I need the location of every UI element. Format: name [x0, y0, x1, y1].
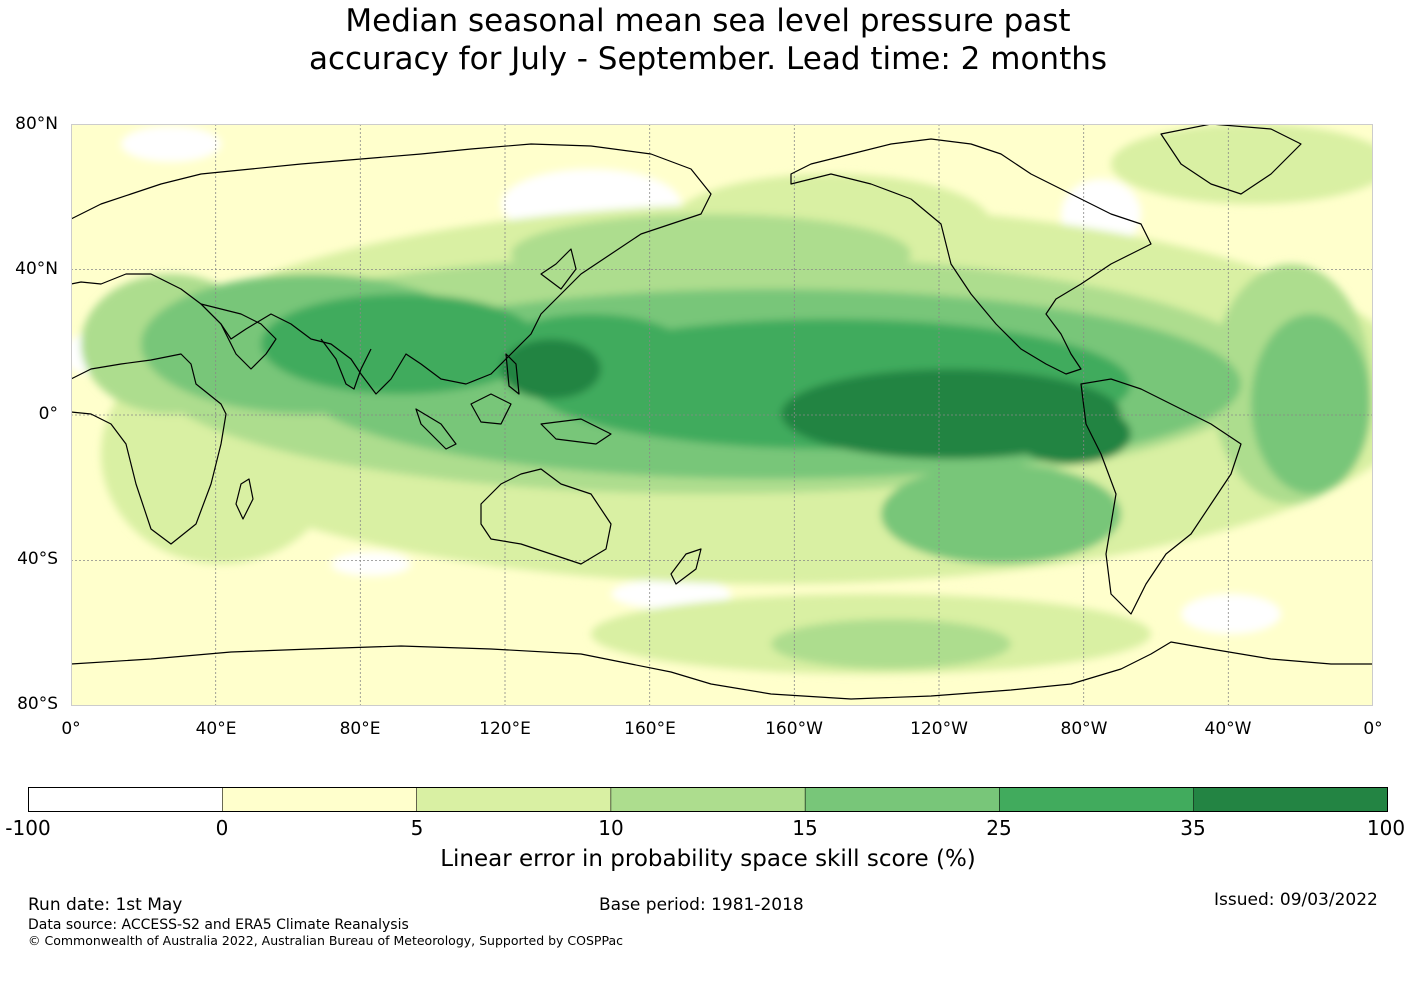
skill-score-map — [71, 124, 1373, 706]
lon-label-120w: 120°W — [910, 719, 968, 739]
lon-label-40w: 40°W — [1204, 719, 1252, 739]
coastline-philippines — [505, 353, 520, 395]
coastline-sumatra — [415, 408, 457, 450]
coastline-eurasia — [71, 143, 712, 395]
colorbar-bin-6 — [1193, 787, 1388, 812]
colorbar-tick-7: 100 — [1366, 816, 1406, 840]
colorbar-bin-1 — [222, 787, 418, 812]
lon-label-40e: 40°E — [195, 719, 237, 739]
colorbar-bin-3 — [610, 787, 806, 812]
colorbar-tick-2: 5 — [410, 816, 424, 840]
coastline-greenland — [1160, 124, 1302, 195]
lat-label-80n: 80°N — [15, 114, 58, 134]
issued-date: Issued: 09/03/2022 — [1214, 890, 1378, 910]
coastline-borneo — [470, 393, 512, 425]
coastlines — [71, 124, 1373, 700]
lon-label-120e: 120°E — [479, 719, 531, 739]
map-frame — [71, 124, 1373, 706]
coastline-india — [320, 338, 372, 390]
colorbar-bin-5 — [999, 787, 1195, 812]
coastline-newzealand — [670, 548, 702, 585]
data-source: Data source: ACCESS-S2 and ERA5 Climate … — [28, 917, 409, 933]
coastline-australia — [480, 468, 612, 565]
copyright: © Commonwealth of Australia 2022, Austra… — [28, 933, 623, 948]
lat-label-80s: 80°S — [17, 694, 58, 714]
lon-label-0-left: 0° — [61, 719, 81, 739]
colorbar-tick-3: 10 — [598, 816, 624, 840]
skill-field — [71, 124, 1373, 706]
title-line-2: accuracy for July - September. Lead time… — [308, 41, 1108, 77]
lat-label-equator: 0° — [38, 404, 58, 424]
coastline-antarctica — [71, 641, 1373, 700]
colorbar-tick-6: 35 — [1180, 816, 1206, 840]
colorbar-tick-0: -100 — [5, 816, 51, 840]
map-title: Median seasonal mean sea level pressure … — [0, 2, 1416, 78]
title-line-1: Median seasonal mean sea level pressure … — [345, 3, 1071, 39]
run-date: Run date: 1st May — [28, 895, 183, 915]
colorbar-tick-5: 25 — [986, 816, 1012, 840]
lat-label-40n: 40°N — [15, 259, 58, 279]
lat-label-40s: 40°S — [17, 549, 58, 569]
coastline-north-america — [790, 138, 1152, 375]
coastline-south-america — [1080, 378, 1242, 615]
coastline-japan — [540, 248, 577, 290]
colorbar-bin-4 — [805, 787, 1000, 812]
map-canvas — [71, 124, 1373, 706]
coastline-madagascar — [235, 478, 254, 520]
colorbar-frame — [28, 787, 1388, 812]
grid-lines — [71, 124, 1373, 706]
colorbar-tick-4: 15 — [792, 816, 818, 840]
lon-label-160e: 160°E — [624, 719, 676, 739]
coastline-arabia — [200, 303, 277, 370]
coastline-newguinea — [540, 418, 612, 445]
colorbar-bin-2 — [416, 787, 612, 812]
colorbar-label: Linear error in probability space skill … — [440, 846, 976, 872]
lon-label-80e: 80°E — [339, 719, 381, 739]
lon-label-80w: 80°W — [1060, 719, 1108, 739]
lon-label-0-right: 0° — [1363, 719, 1383, 739]
colorbar-bin-0 — [28, 787, 223, 812]
lon-label-160w: 160°W — [765, 719, 823, 739]
colorbar — [28, 787, 1388, 812]
base-period: Base period: 1981-2018 — [599, 895, 804, 915]
coastline-africa — [71, 353, 227, 545]
colorbar-tick-1: 0 — [215, 816, 229, 840]
